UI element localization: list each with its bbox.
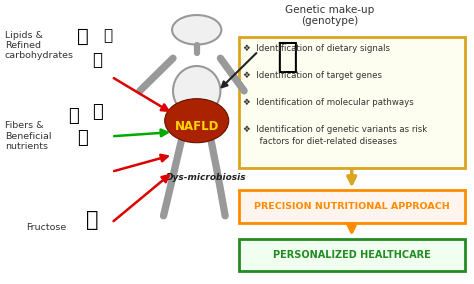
Ellipse shape xyxy=(164,99,228,143)
Ellipse shape xyxy=(173,66,220,116)
Text: 🥤: 🥤 xyxy=(86,210,99,230)
Text: Fructose: Fructose xyxy=(26,223,66,232)
Text: 🧀: 🧀 xyxy=(103,28,113,43)
FancyBboxPatch shape xyxy=(239,190,465,223)
Text: Genetic make-up
(genotype): Genetic make-up (genotype) xyxy=(285,5,374,26)
FancyBboxPatch shape xyxy=(239,37,465,168)
Text: 🍎: 🍎 xyxy=(78,129,88,147)
Text: 🧬: 🧬 xyxy=(276,40,298,74)
Text: Fibers &
Beneficial
nutrients: Fibers & Beneficial nutrients xyxy=(5,122,51,151)
Text: ❖  Identification of molecular pathways: ❖ Identification of molecular pathways xyxy=(243,98,413,107)
Text: PERSONALIZED HEALTHCARE: PERSONALIZED HEALTHCARE xyxy=(273,250,430,260)
Text: 🥚: 🥚 xyxy=(92,51,102,69)
Text: ❖  Identification of genetic variants as risk
      factors for diet-related dis: ❖ Identification of genetic variants as … xyxy=(243,125,427,146)
Circle shape xyxy=(172,15,221,45)
Text: ❖  Identification of target genes: ❖ Identification of target genes xyxy=(243,71,382,80)
Text: Dys-microbiosis: Dys-microbiosis xyxy=(166,173,246,182)
Text: 🥦: 🥦 xyxy=(92,103,102,121)
FancyBboxPatch shape xyxy=(239,239,465,271)
Text: ❖  Identification of dietary signals: ❖ Identification of dietary signals xyxy=(243,44,390,53)
Text: 🥕: 🥕 xyxy=(68,107,79,126)
Text: NAFLD: NAFLD xyxy=(174,120,219,133)
Text: 🍔: 🍔 xyxy=(77,28,89,46)
Text: PRECISION NUTRITIONAL APPROACH: PRECISION NUTRITIONAL APPROACH xyxy=(254,202,449,211)
Text: Lipids &
Refined
carbohydrates: Lipids & Refined carbohydrates xyxy=(5,31,74,60)
